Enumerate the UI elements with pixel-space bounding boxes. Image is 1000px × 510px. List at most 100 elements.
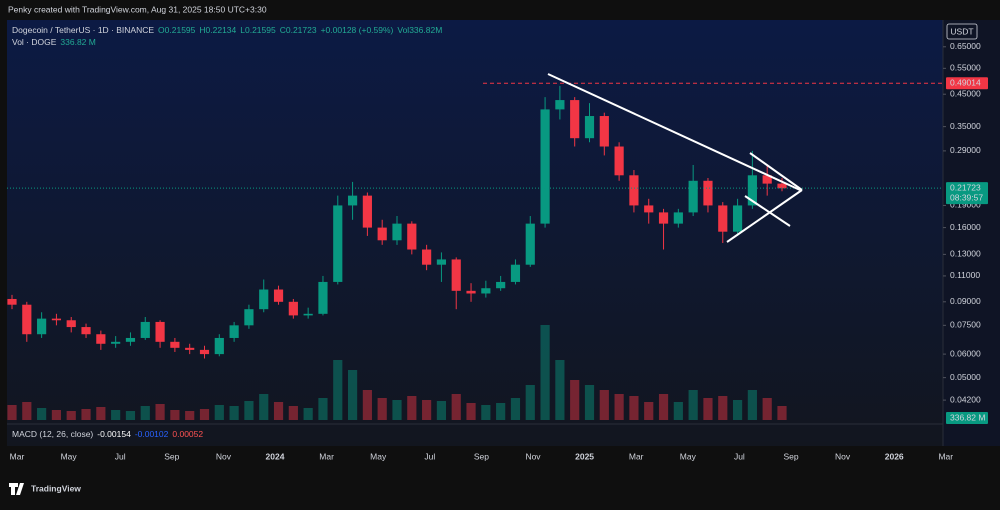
x-tick-label: Jul	[734, 451, 745, 461]
y-tick-label: 0.05000	[950, 372, 981, 382]
volume-bar	[673, 402, 683, 420]
volume-bar	[347, 370, 358, 420]
ohlc: L0.21595	[240, 25, 276, 35]
currency-box[interactable]	[946, 23, 978, 40]
x-tick-label: Nov	[835, 451, 851, 461]
volume-bar	[392, 400, 402, 420]
volume-bar	[496, 403, 506, 420]
y-tick-label: 0.55000	[950, 63, 981, 73]
candle-body	[125, 337, 136, 342]
x-tick-label: 2025	[575, 451, 594, 461]
candle-body	[377, 227, 387, 241]
trendline	[744, 195, 791, 227]
candle-body	[229, 325, 239, 338]
volume-bar	[570, 380, 580, 420]
candle-body	[170, 341, 180, 348]
candle-body	[155, 321, 165, 342]
volume-title: Vol · DOGE	[12, 37, 57, 47]
candle-body	[199, 349, 210, 355]
volume-bar	[81, 409, 91, 420]
y-tick-label: 0.35000	[950, 121, 981, 131]
y-tick-label: 0.65000	[950, 41, 981, 51]
candle-body	[451, 259, 461, 291]
volume-bar	[111, 410, 121, 420]
candle-body	[407, 223, 417, 250]
candle-body	[244, 309, 254, 326]
y-tick-label: 0.04200	[950, 394, 981, 404]
volume-bar	[629, 396, 639, 420]
alert-tag	[946, 77, 988, 90]
volume-bar	[422, 400, 432, 420]
candle-body	[140, 321, 150, 338]
y-tick-label: 0.45000	[950, 88, 981, 98]
candle-body	[111, 341, 121, 344]
candle-body	[436, 259, 447, 265]
volume-bar	[362, 390, 372, 420]
candle-body	[288, 301, 298, 316]
macd-hist: 0.00052	[172, 429, 203, 439]
trendline	[726, 189, 803, 243]
x-tick-label: 2024	[266, 451, 285, 461]
volume-bar	[481, 405, 491, 420]
macd-value: -0.00154	[97, 429, 131, 439]
candle-body	[718, 205, 728, 232]
x-tick-label: May	[680, 451, 697, 461]
volume-bar	[244, 401, 254, 420]
y-tick-label: 0.09000	[950, 296, 981, 306]
x-tick-label: May	[61, 451, 78, 461]
volume-bar	[762, 398, 772, 420]
candle-body	[259, 289, 269, 310]
candle-body	[673, 212, 683, 224]
volume-bar	[732, 400, 743, 420]
trendlines	[547, 73, 803, 243]
y-tick-label: 0.19000	[950, 200, 981, 210]
volume-bar	[777, 406, 787, 420]
y-tick-label: 0.06000	[950, 348, 981, 358]
x-tick-label: May	[370, 451, 387, 461]
candle-body	[584, 116, 595, 139]
volume-bar	[540, 325, 550, 420]
x-tick-label: Mar	[938, 451, 953, 461]
volume-bar	[259, 394, 269, 420]
y-tick-label: 0.07500	[950, 320, 981, 330]
volume: Vol336.82M	[397, 25, 442, 35]
volume-bar	[747, 390, 757, 420]
volume-bar	[37, 408, 47, 420]
candle-body	[66, 320, 76, 328]
symbol-legend: Dogecoin / TetherUS · 1D · BINANCE O0.215…	[12, 25, 442, 35]
currency[interactable]: USDT	[950, 26, 973, 36]
candle-body	[599, 116, 609, 147]
volume-bar	[7, 405, 17, 420]
volume-bar	[658, 394, 669, 420]
candle-body	[466, 290, 476, 294]
candle-body	[96, 334, 106, 344]
volume-bar	[436, 401, 447, 420]
candle-body	[658, 212, 669, 224]
volume-bar	[614, 394, 624, 420]
volume-tag-label: 336.82 M	[950, 412, 985, 422]
volume-bar	[466, 403, 476, 420]
price-axis	[943, 20, 1000, 446]
logo	[9, 483, 24, 495]
candle-body	[81, 327, 91, 335]
y-tick-label: 0.16000	[950, 222, 981, 232]
candle-body	[22, 304, 32, 335]
marks	[7, 82, 943, 420]
time-axis	[7, 446, 1000, 468]
candle-body	[688, 180, 698, 213]
x-tick-label: Nov	[525, 451, 541, 461]
ohlc: O0.21595	[158, 25, 196, 35]
x-tick-label: Sep	[783, 451, 798, 461]
volume-bar	[155, 404, 165, 420]
volume-bar	[229, 406, 239, 420]
x-tick-label: Jul	[115, 451, 126, 461]
volume-bar	[407, 396, 417, 420]
candle-body	[644, 205, 654, 213]
volume-tag	[946, 412, 988, 424]
y-tick-label: 0.29000	[950, 145, 981, 155]
last-price-tag	[946, 182, 988, 205]
alert-label: 0.49014	[950, 77, 981, 87]
trendline	[749, 152, 803, 191]
candle-body	[318, 281, 328, 314]
volume-bar	[303, 408, 313, 420]
